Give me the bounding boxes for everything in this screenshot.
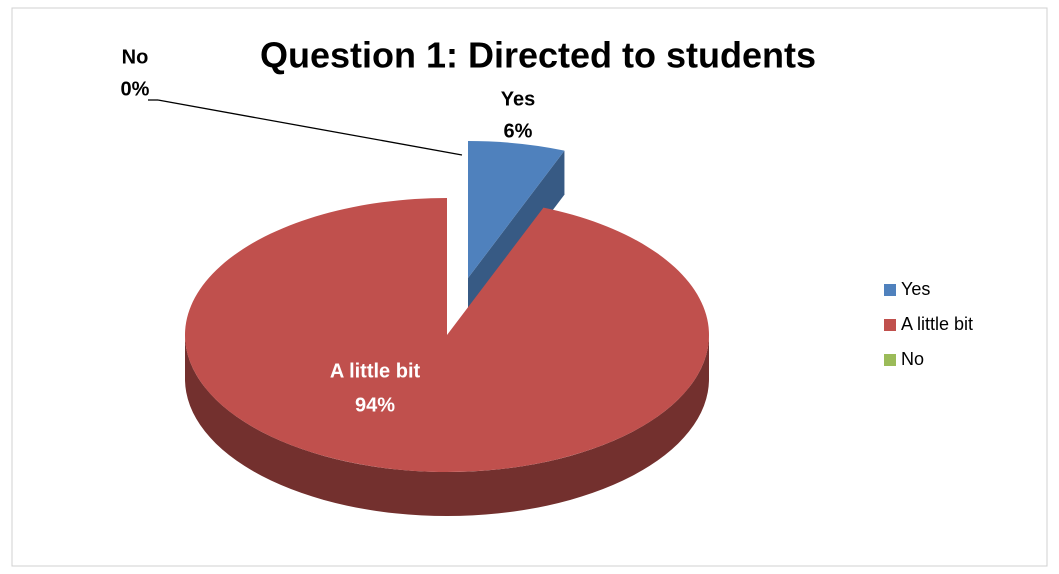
data-label-value: 0% <box>121 78 150 100</box>
data-label-value: 6% <box>504 120 533 142</box>
data-label-name: No <box>122 46 149 68</box>
legend-swatch <box>884 319 896 331</box>
legend-swatch <box>884 354 896 366</box>
data-label-name: Yes <box>501 88 535 110</box>
legend-label: Yes <box>901 279 930 299</box>
leader-line <box>157 99 463 156</box>
legend-label: A little bit <box>901 314 973 334</box>
legend-swatch <box>884 284 896 296</box>
pie-slice <box>468 141 565 278</box>
data-label-name: A little bit <box>330 360 421 382</box>
chart-title: Question 1: Directed to students <box>260 35 816 76</box>
pie-side <box>185 335 709 516</box>
pie-slice <box>185 198 710 472</box>
data-label-value: 94% <box>355 394 395 416</box>
legend-label: No <box>901 349 924 369</box>
